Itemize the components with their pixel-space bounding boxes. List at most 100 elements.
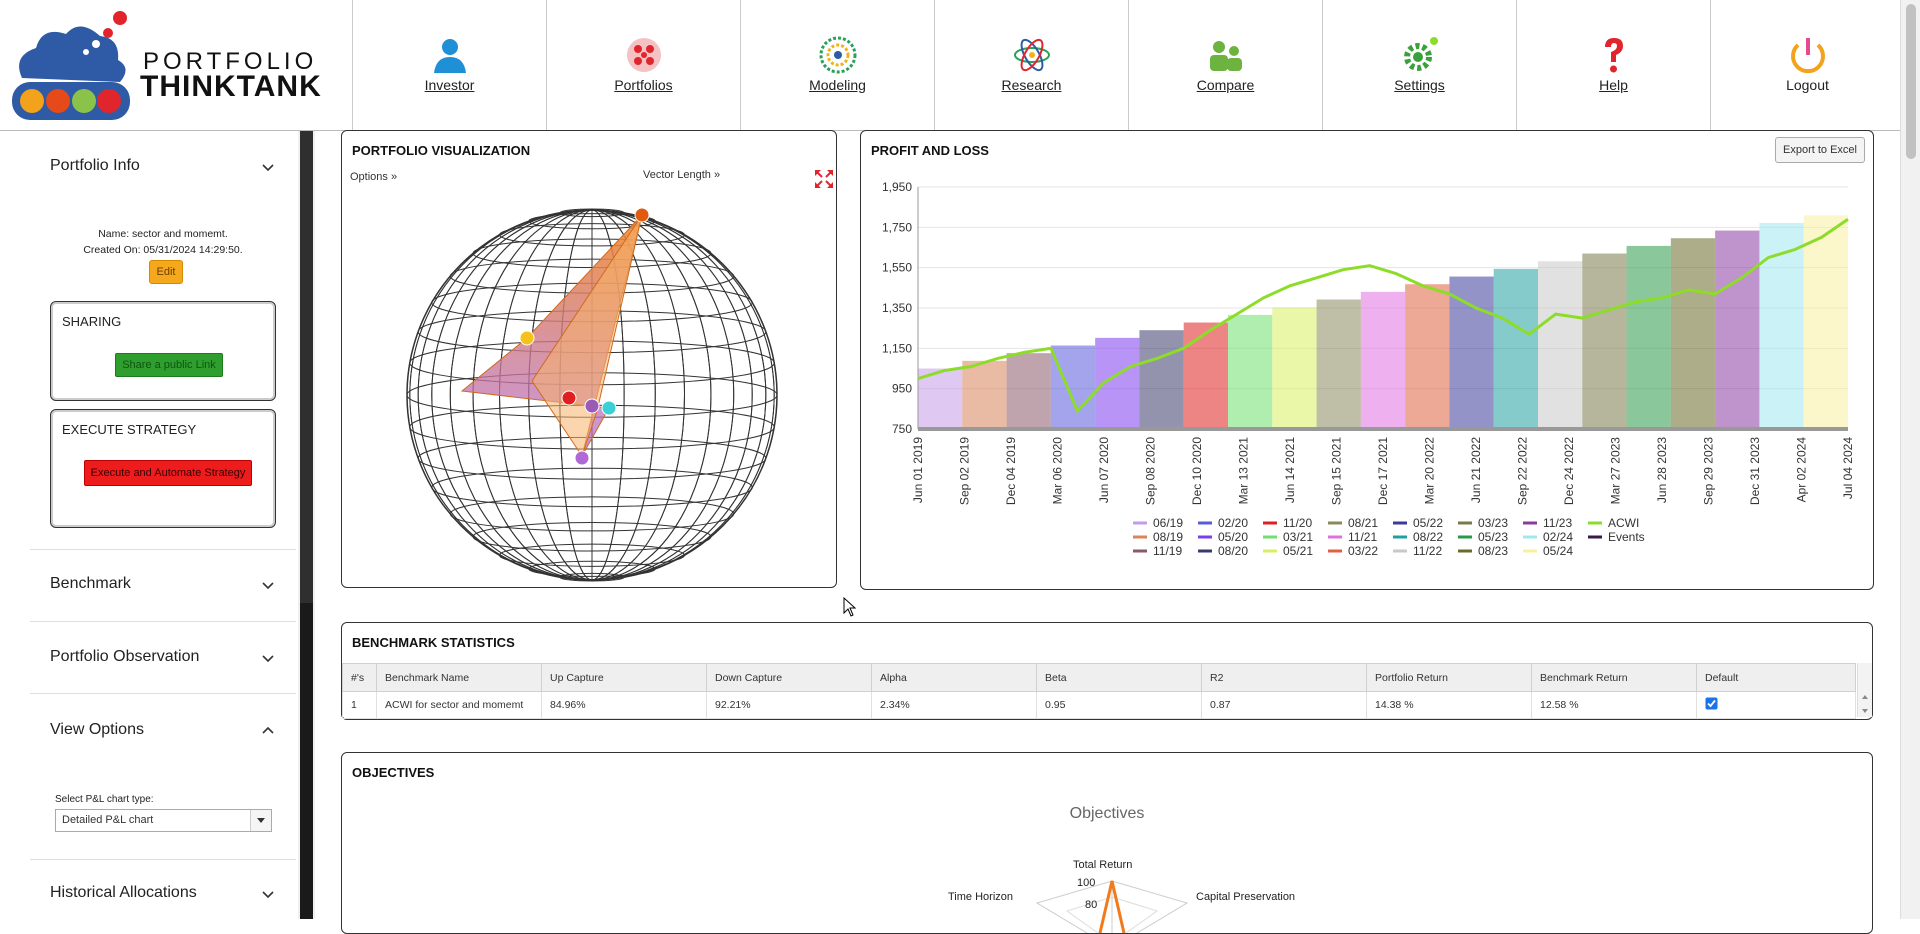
- nav-modeling-label: Modeling: [809, 77, 866, 93]
- default-cell: [1696, 691, 1856, 719]
- nav-portfolios[interactable]: Portfolios: [546, 0, 740, 130]
- nav-logout[interactable]: Logout: [1710, 0, 1904, 130]
- nav-investor[interactable]: Investor: [352, 0, 546, 130]
- chevron-down-icon[interactable]: [262, 161, 274, 173]
- radar-label-capital-preservation: Capital Preservation: [1196, 891, 1296, 903]
- table-cell: 84.96%: [541, 691, 707, 719]
- sidebar-scrollbar[interactable]: [298, 131, 315, 919]
- execute-strategy-button[interactable]: Execute and Automate Strategy: [84, 460, 252, 486]
- page-scrollbar-thumb[interactable]: [1906, 4, 1916, 159]
- person-icon: [433, 39, 466, 73]
- x-tick-label: Jun 28 2023: [1655, 437, 1669, 503]
- pnl-title: PROFIT AND LOSS: [871, 143, 989, 158]
- period-band: [1626, 245, 1671, 429]
- table-scrollbar[interactable]: [1857, 663, 1872, 717]
- portfolio-created: Created On: 05/31/2024 14:29:50.: [83, 244, 243, 256]
- period-band: [1449, 276, 1494, 429]
- profit-and-loss-panel: PROFIT AND LOSS Export to Excel 1,950 1,7…: [860, 130, 1874, 590]
- x-tick-label: Mar 20 2022: [1423, 437, 1437, 505]
- legend-entry: 03/23: [1478, 516, 1508, 530]
- view-options-title[interactable]: View Options: [50, 721, 144, 738]
- portfolio-sphere-3d[interactable]: [402, 203, 782, 585]
- x-tick-label: Apr 02 2024: [1795, 437, 1809, 503]
- chevron-down-icon: [262, 891, 274, 899]
- options-link[interactable]: Options »: [350, 171, 398, 183]
- nav-modeling[interactable]: Modeling: [740, 0, 934, 130]
- historical-title: Historical Allocations: [50, 884, 197, 901]
- historical-section[interactable]: Historical Allocations: [30, 859, 296, 919]
- chevron-up-icon[interactable]: [262, 725, 274, 737]
- table-header-row: #'s Benchmark Name Up Capture Down Captu…: [342, 663, 1856, 692]
- vector-length-link[interactable]: Vector Length »: [643, 169, 721, 181]
- edit-button[interactable]: Edit: [149, 260, 183, 284]
- objectives-radar-chart: [1035, 880, 1189, 933]
- col-header: Alpha: [871, 663, 1037, 692]
- legend-entry: Events: [1608, 530, 1645, 544]
- x-tick-label: Sep 29 2023: [1702, 437, 1716, 505]
- period-band: [1803, 215, 1848, 429]
- radar-label-time-horizon: Time Horizon: [948, 891, 1013, 903]
- portfolio-info-title[interactable]: Portfolio Info: [50, 157, 140, 174]
- x-tick-label: Sep 08 2020: [1144, 437, 1158, 505]
- series-line-acwi: [917, 218, 1849, 414]
- benchmark-table: #'s Benchmark Name Up Capture Down Captu…: [342, 663, 1856, 719]
- export-excel-button[interactable]: Export to Excel: [1775, 137, 1865, 163]
- legend-entry: 08/21: [1348, 516, 1378, 530]
- default-checkbox[interactable]: [1705, 697, 1718, 710]
- page-scrollbar[interactable]: [1900, 0, 1920, 919]
- x-tick-label: Dec 24 2022: [1562, 437, 1576, 505]
- y-tick-label: 1,750: [882, 220, 912, 234]
- period-band: [1582, 253, 1627, 429]
- benchmark-section[interactable]: Benchmark: [30, 549, 296, 622]
- nav-compare-label: Compare: [1196, 77, 1255, 93]
- y-tick-label: 750: [892, 422, 912, 436]
- atom-icon: [1013, 38, 1050, 72]
- col-header: Portfolio Return: [1366, 663, 1532, 692]
- objectives-title: OBJECTIVES: [352, 765, 435, 780]
- period-band: [1228, 314, 1273, 429]
- benchmark-statistics-panel: BENCHMARK STATISTICS #'s Benchmark Name …: [341, 622, 1873, 720]
- nav-settings-label: Settings: [1394, 77, 1445, 93]
- col-header: Default: [1696, 663, 1856, 692]
- modeling-globe-icon: [819, 36, 856, 74]
- share-link-button[interactable]: Share a public Link: [115, 353, 223, 377]
- nav-compare[interactable]: Compare: [1128, 0, 1322, 130]
- table-cell: 0.95: [1036, 691, 1202, 719]
- nav-settings[interactable]: Settings: [1322, 0, 1516, 130]
- legend-entry: 08/22: [1413, 530, 1443, 544]
- legend-entry: 11/21: [1348, 530, 1377, 544]
- nav-portfolios-label: Portfolios: [614, 77, 673, 93]
- legend-entry: 05/22: [1413, 516, 1443, 530]
- power-icon: [1790, 38, 1825, 74]
- nav-research[interactable]: Research: [934, 0, 1128, 130]
- x-tick-label: Sep 02 2019: [958, 437, 972, 505]
- execute-title: EXECUTE STRATEGY: [62, 422, 197, 437]
- x-tick-label: Mar 13 2021: [1237, 437, 1251, 505]
- fullscreen-icon[interactable]: [814, 169, 834, 189]
- y-tick-label: 1,950: [882, 180, 912, 194]
- period-band: [1316, 299, 1361, 429]
- period-band: [1139, 330, 1184, 429]
- table-row[interactable]: 1 ACWI for sector and momemt 84.96% 92.2…: [342, 691, 1856, 719]
- x-tick-label: Sep 15 2021: [1330, 437, 1344, 505]
- asset-vector-point: [634, 207, 650, 223]
- legend-entry: 11/23: [1543, 516, 1572, 530]
- logo-text-line1: PORTFOLIO: [143, 48, 318, 75]
- nav-help[interactable]: Help: [1516, 0, 1710, 130]
- period-band: [1050, 345, 1096, 429]
- chart-type-select[interactable]: Detailed P&L chart: [55, 809, 272, 832]
- gear-icon: [1403, 37, 1438, 71]
- y-tick-label: 1,150: [882, 341, 912, 355]
- main-nav: Investor Portfolios Modeling Research Co…: [352, 0, 1904, 130]
- observation-section[interactable]: Portfolio Observation: [30, 621, 296, 694]
- x-tick-label: Mar 27 2023: [1609, 437, 1623, 505]
- objectives-series-line: [1098, 880, 1126, 933]
- sharing-box: SHARING Share a public Link: [50, 301, 276, 401]
- portfolio-info-section: Portfolio Info Name: sector and momemt. …: [30, 131, 296, 550]
- sidebar-scrollbar-thumb[interactable]: [300, 131, 313, 603]
- app-logo[interactable]: PORTFOLIO THINKTANK: [8, 8, 338, 123]
- chevron-down-icon: [262, 582, 274, 590]
- legend-entry: 03/22: [1348, 544, 1378, 558]
- nav-research-label: Research: [1001, 77, 1062, 93]
